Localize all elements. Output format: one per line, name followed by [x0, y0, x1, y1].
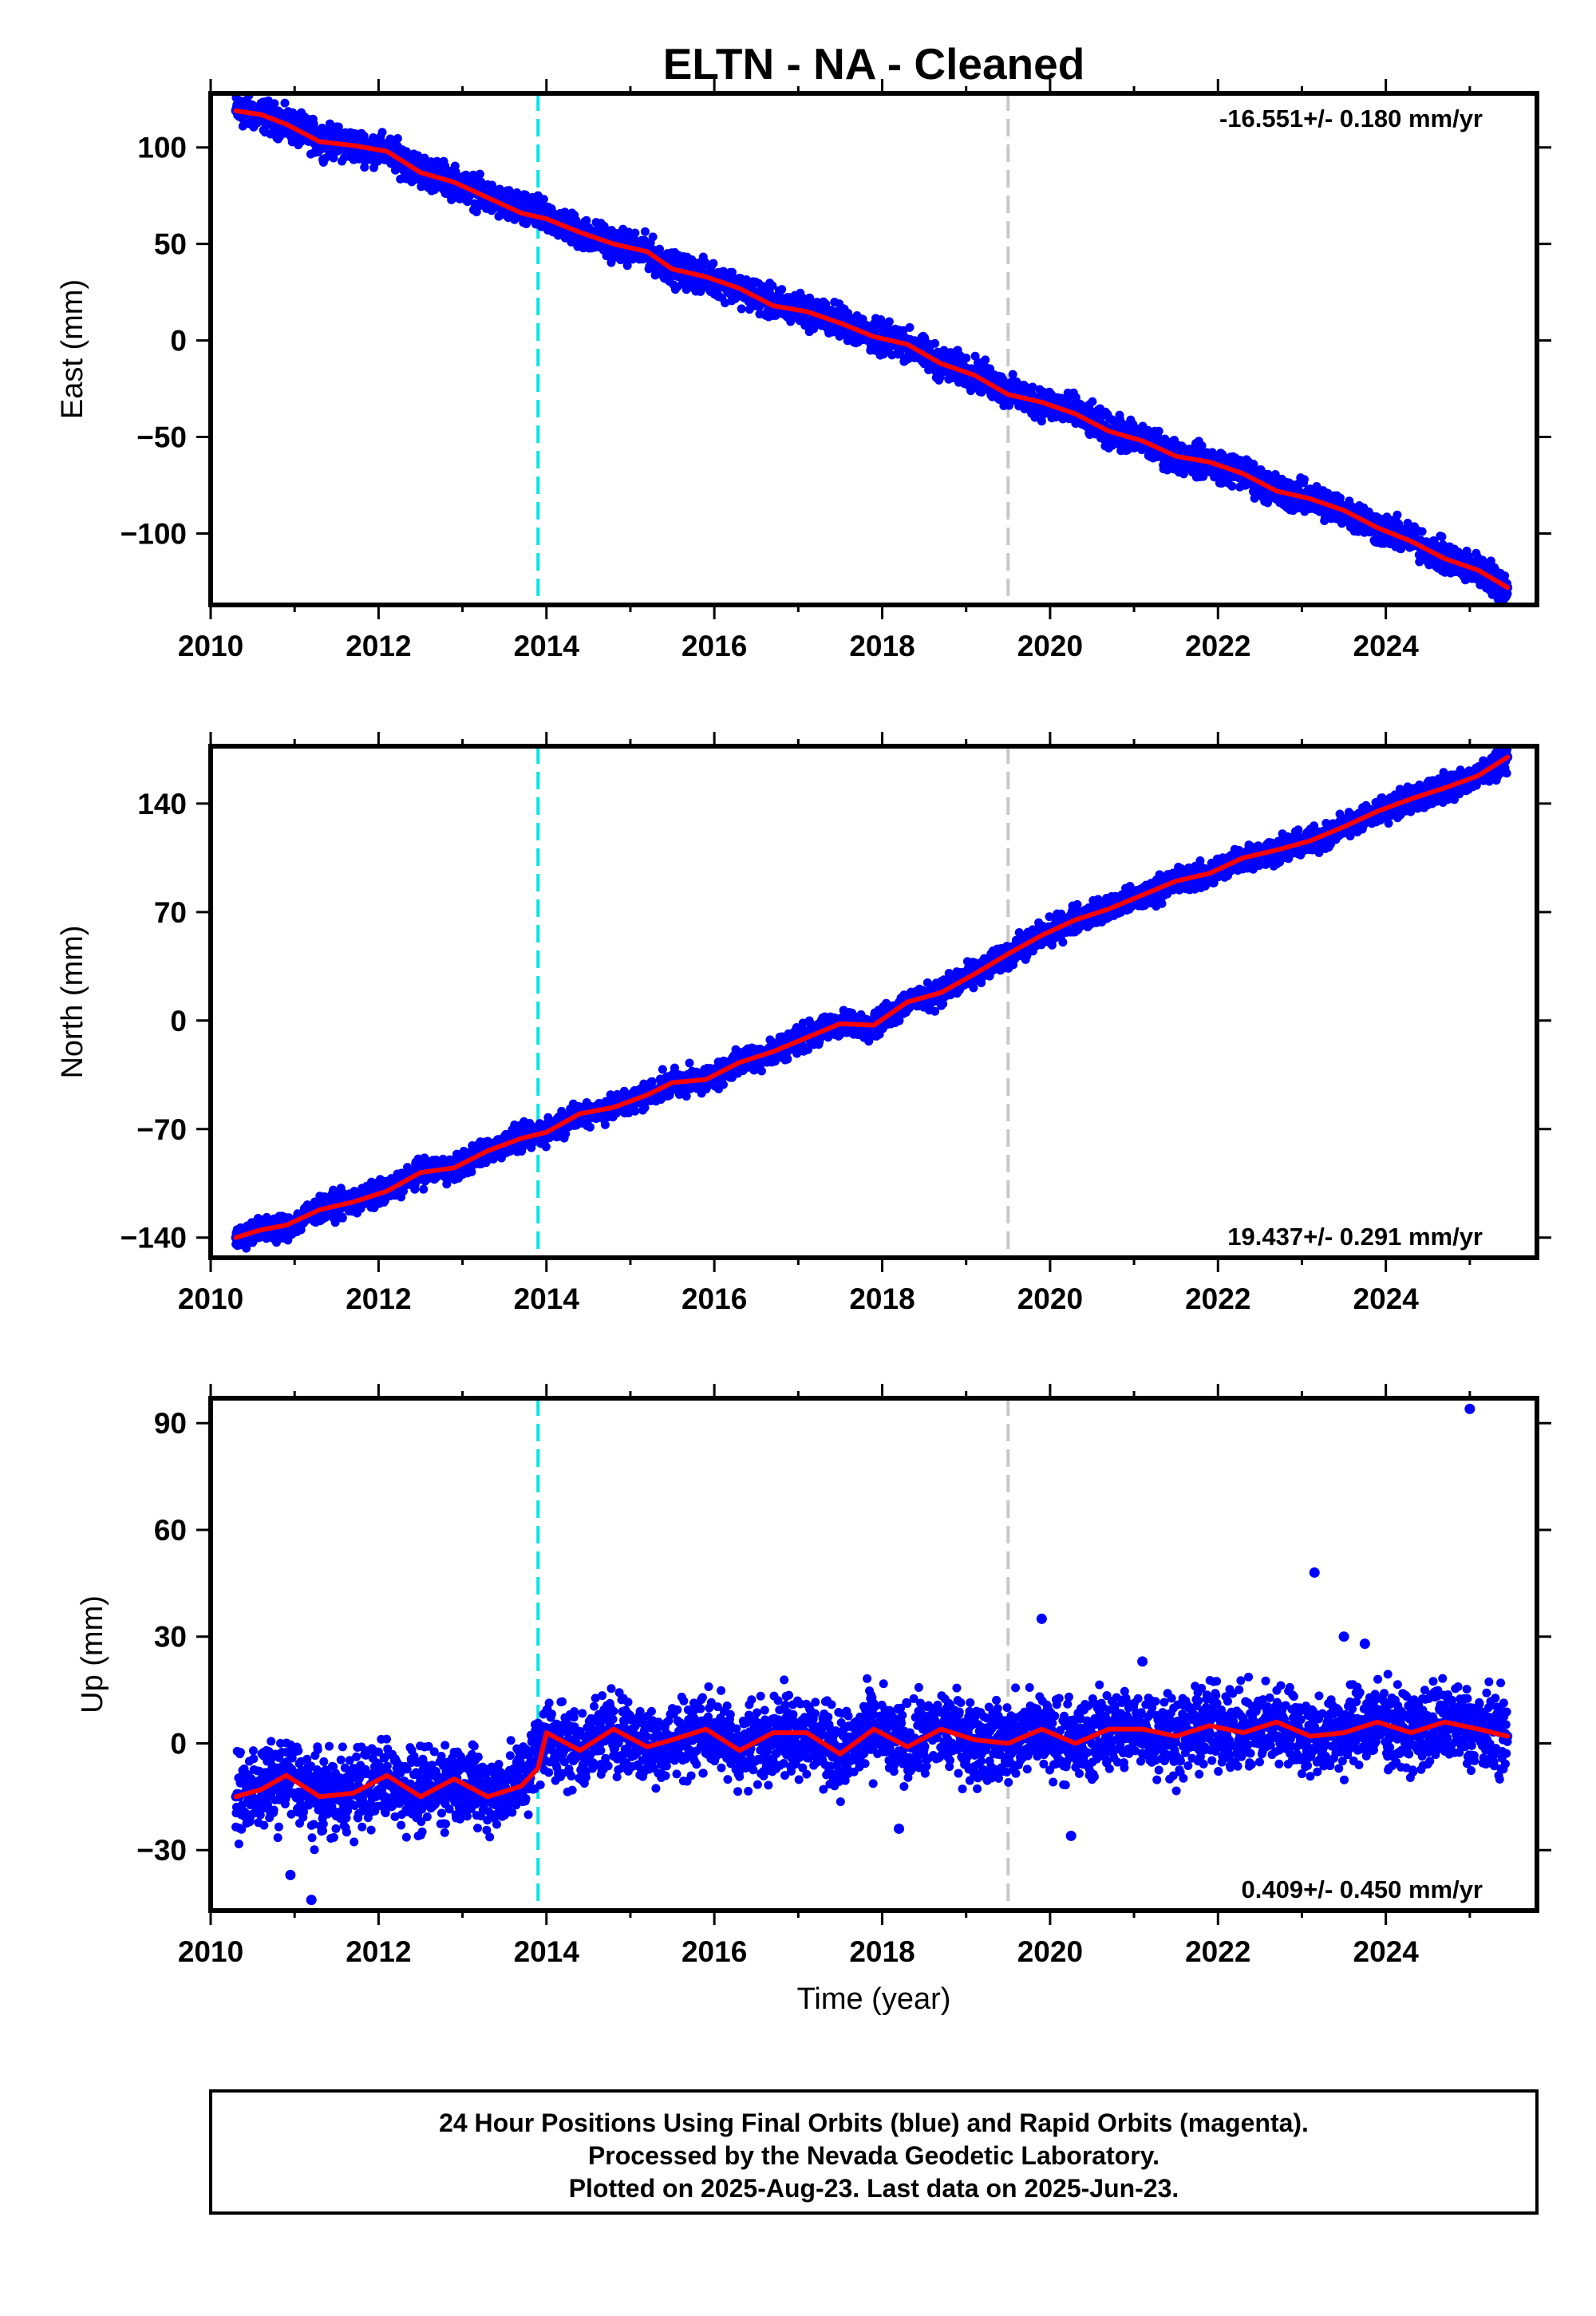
data-point	[1008, 370, 1017, 379]
data-point	[541, 1142, 551, 1152]
data-point	[1335, 493, 1345, 503]
data-point	[557, 1106, 567, 1116]
chart-title: ELTN - NA - Cleaned	[663, 39, 1085, 89]
plot-area-north	[231, 746, 1513, 1258]
data-point	[543, 1113, 553, 1122]
data-point	[271, 1238, 281, 1247]
data-point	[630, 228, 640, 238]
x-tick-label: 2018	[849, 630, 915, 662]
x-tick-label: 2024	[1353, 630, 1420, 662]
data-point	[876, 315, 886, 325]
data-point	[721, 298, 730, 308]
point-cloud-north	[231, 746, 1512, 1253]
rate-label-east: -16.551+/- 0.180 mm/yr	[1219, 105, 1483, 132]
data-point	[338, 1213, 347, 1223]
data-point	[640, 227, 650, 236]
x-tick-label: 2022	[1185, 630, 1250, 662]
data-point	[1227, 481, 1237, 491]
data-point	[930, 338, 940, 348]
data-point	[777, 285, 787, 294]
data-point	[1263, 498, 1273, 508]
x-tick-label: 2016	[681, 630, 747, 662]
data-point	[737, 304, 746, 314]
data-point	[673, 282, 682, 291]
data-point	[981, 355, 990, 365]
y-tick-label: −100	[120, 518, 187, 551]
data-point	[843, 308, 853, 318]
data-point	[727, 267, 737, 277]
data-point	[970, 351, 980, 361]
fit-line-east	[233, 108, 1511, 591]
data-point	[582, 215, 591, 225]
x-tick-label: 2020	[1017, 630, 1083, 662]
y-tick-label: −50	[136, 421, 187, 454]
panel-east: 2010 2012 2014 2016 2018 2020 2022 2024 100 50 0 −5…	[56, 79, 1551, 662]
data-point	[467, 1167, 476, 1176]
data-point	[1071, 393, 1080, 402]
data-point	[393, 134, 402, 144]
y-axis-title: East (mm)	[56, 279, 89, 419]
y-tick-label: 0	[170, 325, 187, 358]
data-point	[585, 1122, 595, 1132]
data-point	[771, 310, 780, 320]
data-point	[1249, 460, 1258, 469]
data-point	[1486, 556, 1495, 566]
data-point	[1154, 426, 1163, 436]
data-point	[709, 259, 718, 268]
data-point	[821, 299, 831, 309]
data-point	[309, 119, 318, 128]
data-point	[1437, 532, 1447, 542]
data-point	[884, 317, 894, 326]
data-point	[270, 99, 279, 109]
data-point	[648, 232, 658, 242]
x-tick-label: 2012	[346, 630, 411, 662]
data-point	[280, 98, 290, 108]
data-point	[962, 354, 971, 363]
y-tick-label: 100	[137, 132, 187, 164]
data-point	[655, 244, 665, 254]
data-point	[475, 169, 484, 179]
data-point	[521, 190, 531, 200]
data-point	[1417, 527, 1427, 536]
plot-area-east	[231, 93, 1513, 605]
data-point	[419, 1184, 429, 1194]
data-point	[1197, 441, 1207, 450]
data-point	[359, 131, 369, 140]
x-tick-label: 2010	[178, 630, 243, 662]
data-point	[905, 322, 915, 332]
data-point	[238, 121, 247, 131]
data-point	[1028, 382, 1037, 392]
data-point	[1299, 475, 1309, 484]
data-point	[622, 261, 632, 271]
data-point	[539, 195, 548, 204]
y-tick-label: 50	[154, 228, 187, 261]
data-point	[377, 128, 387, 137]
x-tick-label: 2014	[514, 630, 580, 662]
data-point	[475, 201, 484, 211]
panel-north: 2010 2012 2014 2016 2018 2020 2022 2024140700−7…	[56, 732, 1551, 1315]
data-point	[768, 281, 777, 290]
data-point	[360, 163, 369, 172]
data-point	[1393, 510, 1402, 520]
data-point	[600, 1120, 610, 1129]
data-point	[1088, 397, 1097, 406]
data-point	[1037, 417, 1046, 426]
panel-frame-east	[208, 91, 1539, 607]
